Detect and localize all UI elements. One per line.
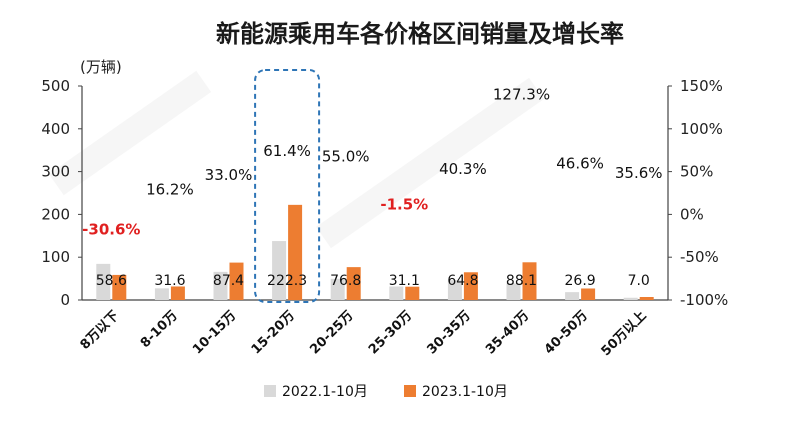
bar-2022-0 [96,263,111,300]
y-tick-label: 100 [41,248,70,266]
y2-tick-label: 150% [680,77,723,95]
x-category-label: 15-20万 [249,308,298,357]
y-axis-unit: (万辆) [80,58,122,76]
bar-2023-2 [229,262,244,300]
x-category-label: 35-40万 [483,308,532,357]
y-tick-label: 400 [41,120,70,138]
y2-tick-label: 50% [680,163,713,181]
chart-title: 新能源乘用车各价格区间销量及增长率 [216,20,624,48]
legend-label-2022: 2022.1-10月 [282,384,368,400]
watermark-band [49,71,211,196]
bar-2022-6 [447,280,462,300]
y-tick-label: 200 [41,205,70,223]
x-category-label: 8万以下 [78,308,123,353]
growth-rate-label: 61.4% [263,142,311,160]
legend: 2022.1-10月 2023.1-10月 [264,384,508,400]
growth-rate-label: 46.6% [556,155,604,173]
x-category-label: 20-25万 [307,308,356,357]
bar-2023-8 [581,288,596,300]
value-label: 222.3 [267,273,307,289]
bar-2022-8 [565,292,580,300]
bar-2023-6 [463,272,478,300]
bar-2022-9 [623,297,638,300]
growth-rate-label: -1.5% [380,196,428,214]
x-category-label: 25-30万 [366,308,415,357]
bar-series [96,204,654,300]
y2-tick-label: 0% [680,205,704,223]
highlight-box [254,69,321,303]
growth-rate-label: 55.0% [322,147,370,165]
x-axis-category-labels: 8万以下 8-10万 10-15万 15-20万 20-25万 25-30万 30-35万 3… [78,308,650,359]
legend-label-2023: 2023.1-10月 [422,384,508,400]
legend-swatch-2022 [264,385,276,397]
y-tick-label: 0 [60,291,70,309]
value-label: 31.6 [154,273,185,289]
growth-rate-label: 16.2% [146,181,194,199]
y-tick-label: 500 [41,77,70,95]
bar-2023-1 [170,286,185,300]
value-label: 7.0 [628,273,650,289]
growth-rate-label: -30.6% [82,221,140,239]
x-category-label: 10-15万 [190,308,239,357]
bar-2023-5 [405,286,420,300]
bar-2022-7 [506,283,521,300]
value-label: 76.8 [330,273,361,289]
value-label: 87.4 [213,273,244,289]
x-category-label: 30-35万 [425,308,474,357]
bar-2023-0 [112,274,127,300]
x-category-label: 50万以上 [599,308,650,359]
bar-2022-4 [330,278,345,300]
growth-rate-label: 127.3% [493,85,550,103]
value-label: 58.6 [96,273,127,289]
value-labels: 58.6 31.6 87.4 222.3 76.8 31.1 64.8 88.1 26.9 7.0 [96,273,650,289]
growth-rate-labels: -30.6% 16.2% 33.0% 61.4% 55.0% -1.5% 40.3% 127.… [82,85,662,238]
value-label: 64.8 [447,273,478,289]
bar-2022-2 [213,271,228,300]
y2-tick-label: -100% [680,291,728,309]
bar-2023-7 [522,262,537,300]
bar-2022-5 [389,286,404,300]
growth-rate-label: 33.0% [205,166,253,184]
bar-2023-4 [346,267,361,300]
growth-rate-label: 40.3% [439,160,487,178]
x-category-label: 40-50万 [542,308,591,357]
value-label: 88.1 [506,273,537,289]
growth-rate-label: 35.6% [615,164,663,182]
bar-2022-1 [154,288,169,300]
bar-2022-3 [272,241,287,300]
legend-swatch-2023 [404,385,416,397]
y-axis-right: -100% -50% 0% 50% 100% 150% [667,77,728,309]
value-label: 31.1 [389,273,420,289]
value-label: 26.9 [565,273,596,289]
highlight-layer [254,69,321,303]
y-tick-label: 300 [41,163,70,181]
bar-2023-9 [639,297,654,300]
y2-tick-label: 100% [680,120,723,138]
x-category-label: 8-10万 [138,308,181,351]
bar-2023-3 [288,204,303,300]
y2-tick-label: -50% [680,248,719,266]
